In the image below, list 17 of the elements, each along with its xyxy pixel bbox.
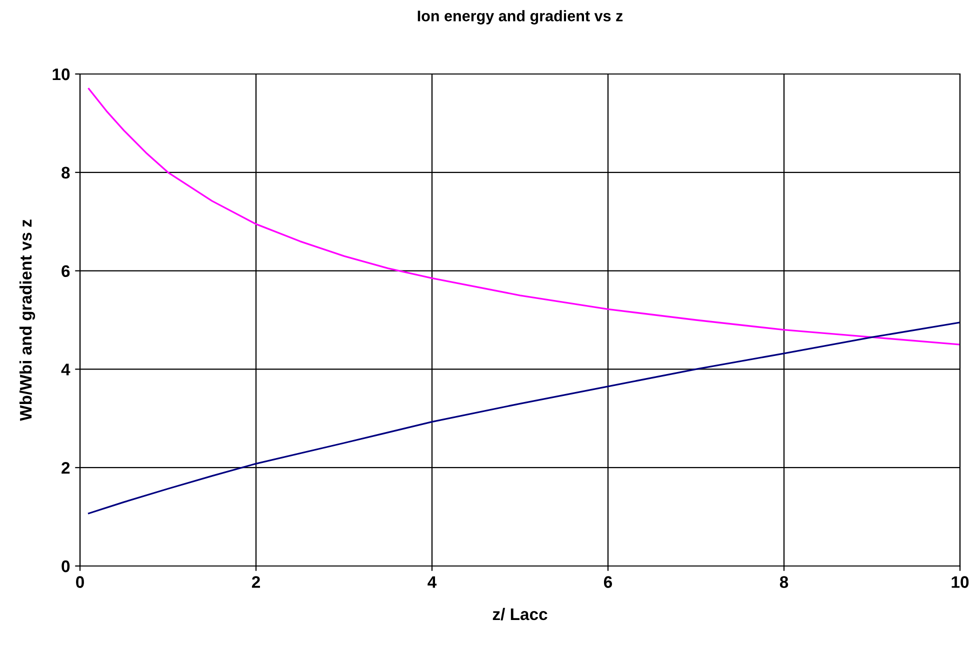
x-tick-label: 10 bbox=[952, 576, 969, 588]
y-axis-title: Wb/Wbi and gradient vs z bbox=[19, 220, 36, 421]
line-series bbox=[88, 322, 960, 514]
y-tick-label: 4 bbox=[61, 364, 70, 376]
chart-title: Ion energy and gradient vs z bbox=[418, 10, 623, 24]
y-tick-label: 10 bbox=[52, 68, 70, 80]
x-tick-label: 0 bbox=[76, 576, 84, 588]
y-tick-label: 2 bbox=[62, 462, 70, 474]
x-tick-label: 2 bbox=[252, 576, 260, 588]
x-axis-title: z/ Lacc bbox=[492, 608, 548, 620]
line-series bbox=[88, 88, 960, 346]
x-tick-label: 8 bbox=[780, 576, 788, 588]
y-tick-label: 6 bbox=[62, 265, 70, 278]
x-tick-label: 4 bbox=[428, 576, 437, 588]
y-tick-label: 8 bbox=[62, 166, 70, 179]
x-tick-label: 6 bbox=[604, 576, 612, 588]
y-tick-label: 0 bbox=[62, 560, 70, 572]
